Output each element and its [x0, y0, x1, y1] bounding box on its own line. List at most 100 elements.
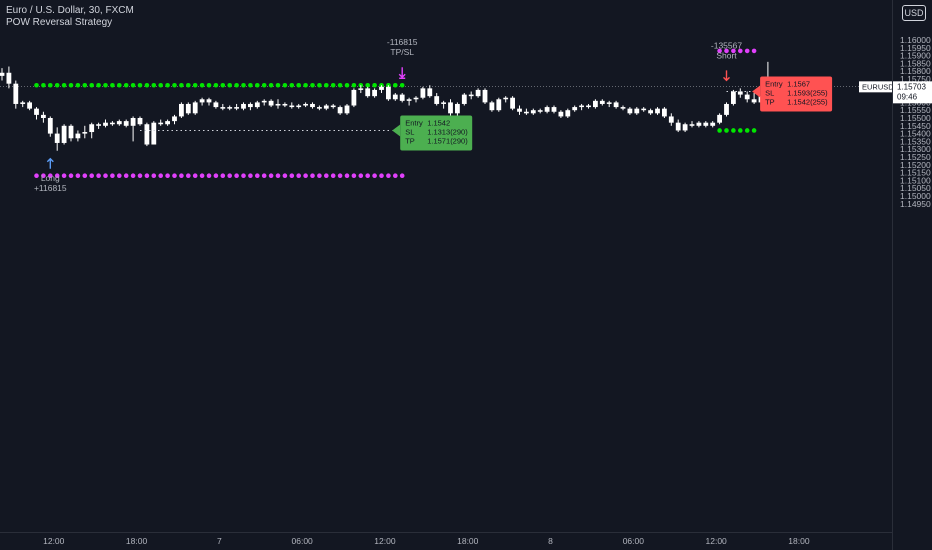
- candle-body[interactable]: [220, 107, 226, 109]
- short-order-box[interactable]: [760, 76, 833, 112]
- candle-body[interactable]: [61, 125, 67, 143]
- candle-body[interactable]: [358, 88, 364, 90]
- candle-body[interactable]: [737, 91, 743, 95]
- candle-body[interactable]: [620, 107, 626, 109]
- candle-body[interactable]: [144, 124, 150, 145]
- candle-body[interactable]: [110, 122, 115, 125]
- candle-body[interactable]: [593, 100, 598, 108]
- candle-body[interactable]: [558, 111, 564, 117]
- candle-body[interactable]: [544, 107, 550, 112]
- candle-body[interactable]: [151, 122, 157, 145]
- candle-body[interactable]: [496, 99, 502, 111]
- candle-body[interactable]: [13, 83, 19, 104]
- candle-body[interactable]: [524, 111, 529, 114]
- candle-body[interactable]: [586, 105, 591, 108]
- candle-body[interactable]: [517, 108, 522, 112]
- candle-body[interactable]: [123, 121, 129, 126]
- candle-body[interactable]: [330, 105, 336, 108]
- candle-body[interactable]: [482, 89, 488, 103]
- candle-body[interactable]: [724, 103, 729, 115]
- candle-body[interactable]: [579, 105, 584, 108]
- candle-body[interactable]: [406, 99, 412, 101]
- candle-body[interactable]: [386, 86, 391, 100]
- candle-body[interactable]: [234, 107, 239, 109]
- candle-body[interactable]: [130, 118, 136, 126]
- candle-body[interactable]: [510, 97, 515, 109]
- candle-body[interactable]: [34, 108, 39, 115]
- candle-body[interactable]: [268, 100, 274, 106]
- candle-body[interactable]: [420, 88, 426, 98]
- candle-body[interactable]: [717, 114, 722, 123]
- candle-body[interactable]: [427, 88, 433, 97]
- candle-body[interactable]: [572, 107, 578, 111]
- candle-body[interactable]: [448, 102, 453, 114]
- candle-body[interactable]: [54, 133, 60, 143]
- candle-body[interactable]: [344, 105, 350, 114]
- candle-body[interactable]: [289, 105, 295, 108]
- candle-body[interactable]: [248, 103, 253, 108]
- candle-body[interactable]: [710, 122, 716, 126]
- candle-body[interactable]: [627, 108, 633, 114]
- candle-body[interactable]: [172, 116, 177, 122]
- candle-body[interactable]: [20, 102, 26, 104]
- candle-body[interactable]: [337, 107, 343, 114]
- candle-body[interactable]: [47, 118, 53, 134]
- candle-body[interactable]: [399, 94, 405, 101]
- candle-body[interactable]: [565, 110, 571, 117]
- candle-body[interactable]: [668, 116, 674, 123]
- candle-body[interactable]: [275, 103, 281, 106]
- candle-body[interactable]: [323, 105, 329, 109]
- candle-body[interactable]: [413, 97, 419, 100]
- candle-body[interactable]: [6, 72, 12, 84]
- candle-body[interactable]: [675, 122, 681, 131]
- candle-body[interactable]: [282, 103, 288, 106]
- candle-body[interactable]: [648, 110, 653, 114]
- candle-body[interactable]: [165, 121, 170, 125]
- candle-body[interactable]: [613, 102, 619, 108]
- candle-body[interactable]: [537, 110, 543, 112]
- candle-body[interactable]: [731, 91, 736, 104]
- candle-body[interactable]: [296, 105, 302, 108]
- candle-body[interactable]: [475, 89, 481, 97]
- candle-body[interactable]: [303, 103, 308, 106]
- candle-body[interactable]: [179, 103, 184, 117]
- candle-body[interactable]: [0, 72, 5, 76]
- candle-body[interactable]: [441, 102, 446, 104]
- candle-body[interactable]: [116, 121, 122, 125]
- currency-button[interactable]: USD: [902, 5, 926, 21]
- candle-body[interactable]: [185, 103, 191, 114]
- candle-body[interactable]: [551, 107, 557, 112]
- candle-body[interactable]: [82, 132, 88, 134]
- candle-body[interactable]: [75, 133, 81, 139]
- candle-body[interactable]: [503, 97, 509, 100]
- long-order-box[interactable]: [400, 115, 473, 151]
- candle-body[interactable]: [606, 102, 612, 104]
- candle-body[interactable]: [461, 94, 467, 104]
- candle-body[interactable]: [27, 102, 32, 109]
- candle-body[interactable]: [227, 107, 233, 109]
- candle-body[interactable]: [744, 94, 750, 100]
- candle-body[interactable]: [158, 122, 164, 125]
- candle-body[interactable]: [434, 96, 440, 104]
- candle-body[interactable]: [468, 94, 474, 97]
- candle-body[interactable]: [489, 102, 495, 111]
- candle-body[interactable]: [682, 124, 688, 131]
- candle-body[interactable]: [96, 124, 101, 126]
- candle-body[interactable]: [751, 99, 757, 103]
- candle-body[interactable]: [365, 88, 371, 97]
- candle-body[interactable]: [137, 118, 143, 125]
- candle-body[interactable]: [655, 108, 660, 114]
- candle-body[interactable]: [372, 89, 377, 97]
- candle-body[interactable]: [696, 122, 702, 126]
- candle-body[interactable]: [379, 86, 384, 90]
- candle-body[interactable]: [213, 102, 219, 108]
- candle-body[interactable]: [641, 108, 647, 111]
- candle-body[interactable]: [530, 110, 536, 114]
- candle-body[interactable]: [89, 124, 95, 133]
- candle-body[interactable]: [351, 89, 357, 106]
- strategy-title[interactable]: POW Reversal Strategy: [6, 17, 113, 28]
- candle-body[interactable]: [192, 102, 198, 114]
- candle-body[interactable]: [599, 100, 605, 104]
- candle-body[interactable]: [317, 107, 322, 109]
